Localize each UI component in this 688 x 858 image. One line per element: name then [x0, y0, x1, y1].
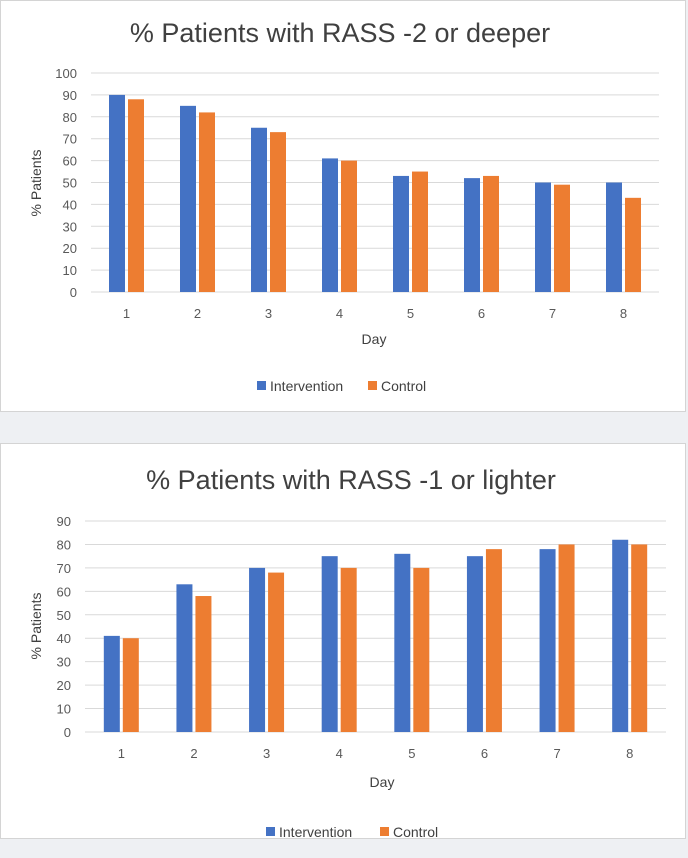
bar-control-day-7 [558, 544, 575, 732]
x-axis-label: Day [362, 331, 387, 347]
bar-intervention-day-4 [322, 158, 338, 292]
bar-control-day-5 [412, 171, 428, 292]
bar-control-day-6 [483, 175, 499, 292]
y-tick-label: 20 [57, 678, 71, 693]
bar-intervention-day-8 [612, 539, 629, 732]
bar-intervention-day-4 [321, 556, 338, 732]
chart-title: % Patients with RASS -1 or lighter [146, 465, 556, 495]
x-tick-label: 6 [478, 306, 485, 321]
bar-intervention-day-1 [103, 635, 120, 732]
bar-control-day-5 [413, 567, 430, 732]
x-axis-label: Day [370, 774, 395, 790]
legend: Intervention Control [266, 824, 438, 839]
y-tick-label: 50 [63, 176, 77, 191]
y-tick-label: 80 [57, 537, 71, 552]
y-tick-label: 60 [63, 154, 77, 169]
x-tick-label: 2 [190, 746, 197, 761]
x-tick-label: 3 [265, 306, 272, 321]
y-tick-label: 70 [57, 561, 71, 576]
bar-control-day-2 [195, 596, 212, 732]
y-tick-label: 100 [55, 66, 77, 81]
bar-control-day-6 [485, 549, 502, 732]
bar-control-day-1 [128, 99, 144, 292]
bar-intervention-day-7 [535, 182, 551, 292]
bar-intervention-day-8 [606, 182, 622, 292]
y-tick-label: 90 [63, 88, 77, 103]
y-tick-label: 30 [63, 219, 77, 234]
x-tick-label: 7 [553, 746, 560, 761]
bar-intervention-day-5 [394, 553, 411, 732]
bar-intervention-day-6 [466, 556, 483, 732]
x-tick-label: 1 [123, 306, 130, 321]
bar-chart-rass-light: % Patients with RASS -1 or lighter 0 10 20… [28, 465, 666, 839]
y-tick-label: 20 [63, 241, 77, 256]
x-tick-label: 5 [408, 746, 415, 761]
bar-intervention-day-3 [249, 567, 266, 732]
legend-label-control: Control [393, 824, 438, 839]
y-tick-label: 70 [63, 132, 77, 147]
y-tick-label: 10 [57, 702, 71, 717]
bar-control-day-7 [554, 184, 570, 292]
bar-intervention-day-5 [393, 175, 409, 292]
x-tick-label: 3 [263, 746, 270, 761]
bar-intervention-day-6 [464, 178, 480, 292]
legend-swatch-intervention [257, 381, 266, 390]
bar-intervention-day-3 [251, 127, 267, 292]
bar-intervention-day-7 [539, 549, 556, 732]
bar-intervention-day-2 [180, 105, 196, 292]
legend-swatch-intervention [266, 827, 275, 836]
bar-control-day-2 [199, 112, 215, 292]
y-tick-label: 0 [70, 285, 77, 300]
legend-swatch-control [368, 381, 377, 390]
legend-label-control: Control [381, 378, 426, 394]
x-tick-label: 7 [549, 306, 556, 321]
y-tick-label: 50 [57, 608, 71, 623]
bar-intervention-day-2 [176, 584, 193, 732]
x-tick-label: 1 [118, 746, 125, 761]
y-axis-label: % Patients [28, 150, 44, 217]
y-tick-label: 10 [63, 263, 77, 278]
legend-label-intervention: Intervention [279, 824, 352, 839]
chart-panel-rass-light: % Patients with RASS -1 or lighter 0 10 20… [0, 443, 686, 839]
bar-intervention-day-1 [109, 94, 125, 293]
bar-control-day-3 [268, 572, 285, 732]
y-tick-label: 40 [57, 631, 71, 646]
x-tick-label: 5 [407, 306, 414, 321]
y-tick-label: 90 [57, 514, 71, 529]
x-tick-label: 6 [481, 746, 488, 761]
y-axis-label: % Patients [28, 593, 44, 660]
x-tick-label: 4 [336, 746, 343, 761]
bar-control-day-4 [340, 567, 357, 732]
x-tick-label: 4 [336, 306, 343, 321]
legend: Intervention Control [257, 378, 426, 394]
chart-title: % Patients with RASS -2 or deeper [130, 18, 550, 48]
y-tick-label: 0 [64, 725, 71, 740]
bar-chart-rass-deep: % Patients with RASS -2 or deeper 0 10 20 3… [28, 18, 659, 394]
bar-control-day-3 [270, 132, 286, 292]
y-tick-label: 80 [63, 110, 77, 125]
bar-control-day-4 [341, 160, 357, 292]
bar-control-day-8 [631, 544, 648, 732]
y-tick-label: 40 [63, 197, 77, 212]
x-tick-label: 8 [626, 746, 633, 761]
x-tick-label: 2 [194, 306, 201, 321]
y-tick-label: 30 [57, 655, 71, 670]
chart-panel-rass-deep: % Patients with RASS -2 or deeper 0 10 20 3… [0, 0, 686, 412]
legend-label-intervention: Intervention [270, 378, 343, 394]
bar-control-day-8 [625, 197, 641, 292]
y-tick-label: 60 [57, 584, 71, 599]
bar-control-day-1 [122, 638, 139, 732]
x-tick-label: 8 [620, 306, 627, 321]
legend-swatch-control [380, 827, 389, 836]
